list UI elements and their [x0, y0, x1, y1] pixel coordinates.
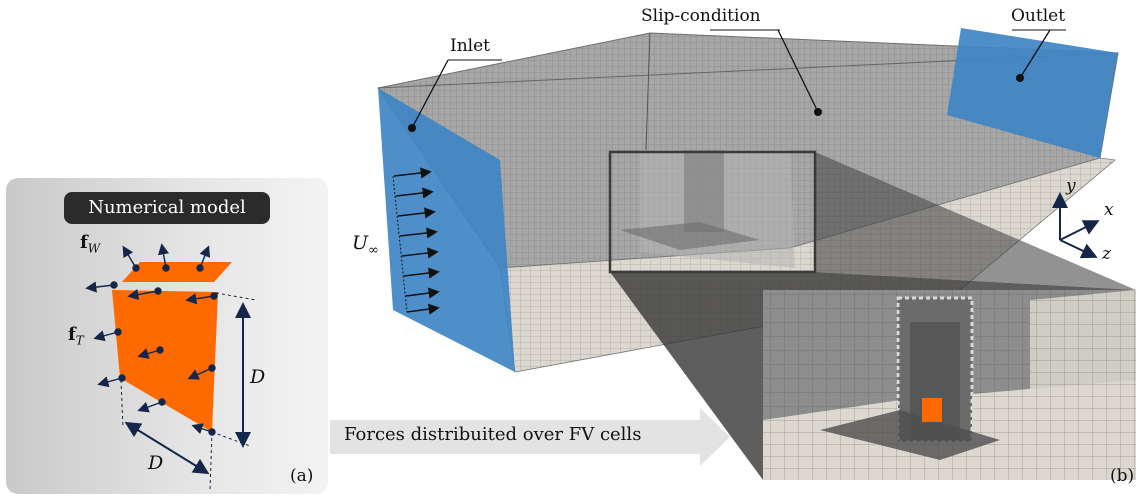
inlet-leader	[411, 59, 449, 129]
inlet-label: Inlet	[450, 36, 490, 56]
velocity-profile	[392, 167, 440, 315]
outlet-face	[947, 28, 1118, 158]
callouts	[408, 29, 1066, 132]
inlet-face	[378, 88, 515, 372]
zoom-projection-top	[815, 152, 1136, 290]
slip-condition-label: Slip-condition	[641, 6, 761, 26]
slip-leader	[777, 29, 819, 113]
forces-caption: Forces distribuited over FV cells	[344, 424, 642, 445]
d-diagonal-label: D	[148, 452, 164, 474]
velocity-arrow	[405, 287, 440, 299]
zoom-inset	[763, 290, 1136, 480]
wake-region	[620, 222, 760, 250]
axis-z-label: z	[1102, 244, 1111, 264]
u-symbol: U	[352, 232, 369, 254]
forces-arrow	[330, 408, 730, 466]
inlet-dot	[408, 124, 416, 132]
free-stream-velocity-label: U∞	[352, 232, 379, 258]
outlet-dot	[1016, 74, 1024, 82]
velocity-arrow	[401, 247, 439, 259]
force-wind-subscript: W	[87, 241, 101, 256]
velocity-arrow	[395, 187, 434, 199]
slip-dot	[814, 108, 822, 116]
profile-baseline	[392, 175, 408, 313]
inset-wake-shadow	[820, 410, 1000, 460]
panel-b-label: (b)	[1110, 466, 1135, 486]
d-vertical-label: D	[250, 366, 266, 388]
panel-a-label: (a)	[290, 466, 314, 486]
velocity-arrow	[397, 207, 436, 219]
axes-triad	[1052, 192, 1100, 259]
domain-edge-line	[645, 32, 651, 151]
dashed-guide	[209, 431, 213, 491]
dashed-guide	[120, 379, 124, 429]
axis-x-arrow	[1059, 220, 1100, 241]
axis-y-label: y	[1066, 176, 1076, 196]
force-turbine-label: fT	[68, 324, 84, 348]
turbine-model-diagram	[85, 243, 257, 491]
force-turbine-subscript: T	[75, 333, 84, 348]
zoom-source-box	[608, 150, 817, 274]
axis-x-label: x	[1104, 200, 1114, 220]
inset-right-wall	[1030, 290, 1136, 404]
turbine-upper-blade	[122, 262, 232, 282]
u-subscript: ∞	[368, 242, 379, 258]
velocity-arrow	[403, 267, 440, 279]
velocity-arrow	[393, 167, 432, 179]
outlet-label: Outlet	[1011, 6, 1066, 26]
force-wind-label: fW	[80, 232, 100, 256]
dashed-guide	[215, 292, 257, 301]
force-turbine-symbol: f	[68, 324, 76, 345]
numerical-model-title: Numerical model	[64, 192, 270, 224]
dashed-guide	[211, 431, 251, 447]
force-wind-symbol: f	[80, 232, 88, 253]
outlet-leader	[1019, 29, 1051, 79]
turbine-panel	[112, 290, 218, 432]
velocity-arrow	[399, 227, 438, 239]
force-vectors	[85, 243, 218, 436]
velocity-arrow	[406, 303, 440, 315]
turbine-disk	[922, 398, 942, 422]
axis-z-arrow	[1059, 239, 1098, 259]
d-diagonal-arrow	[124, 421, 210, 475]
turbine-wall-mesh	[684, 150, 724, 232]
